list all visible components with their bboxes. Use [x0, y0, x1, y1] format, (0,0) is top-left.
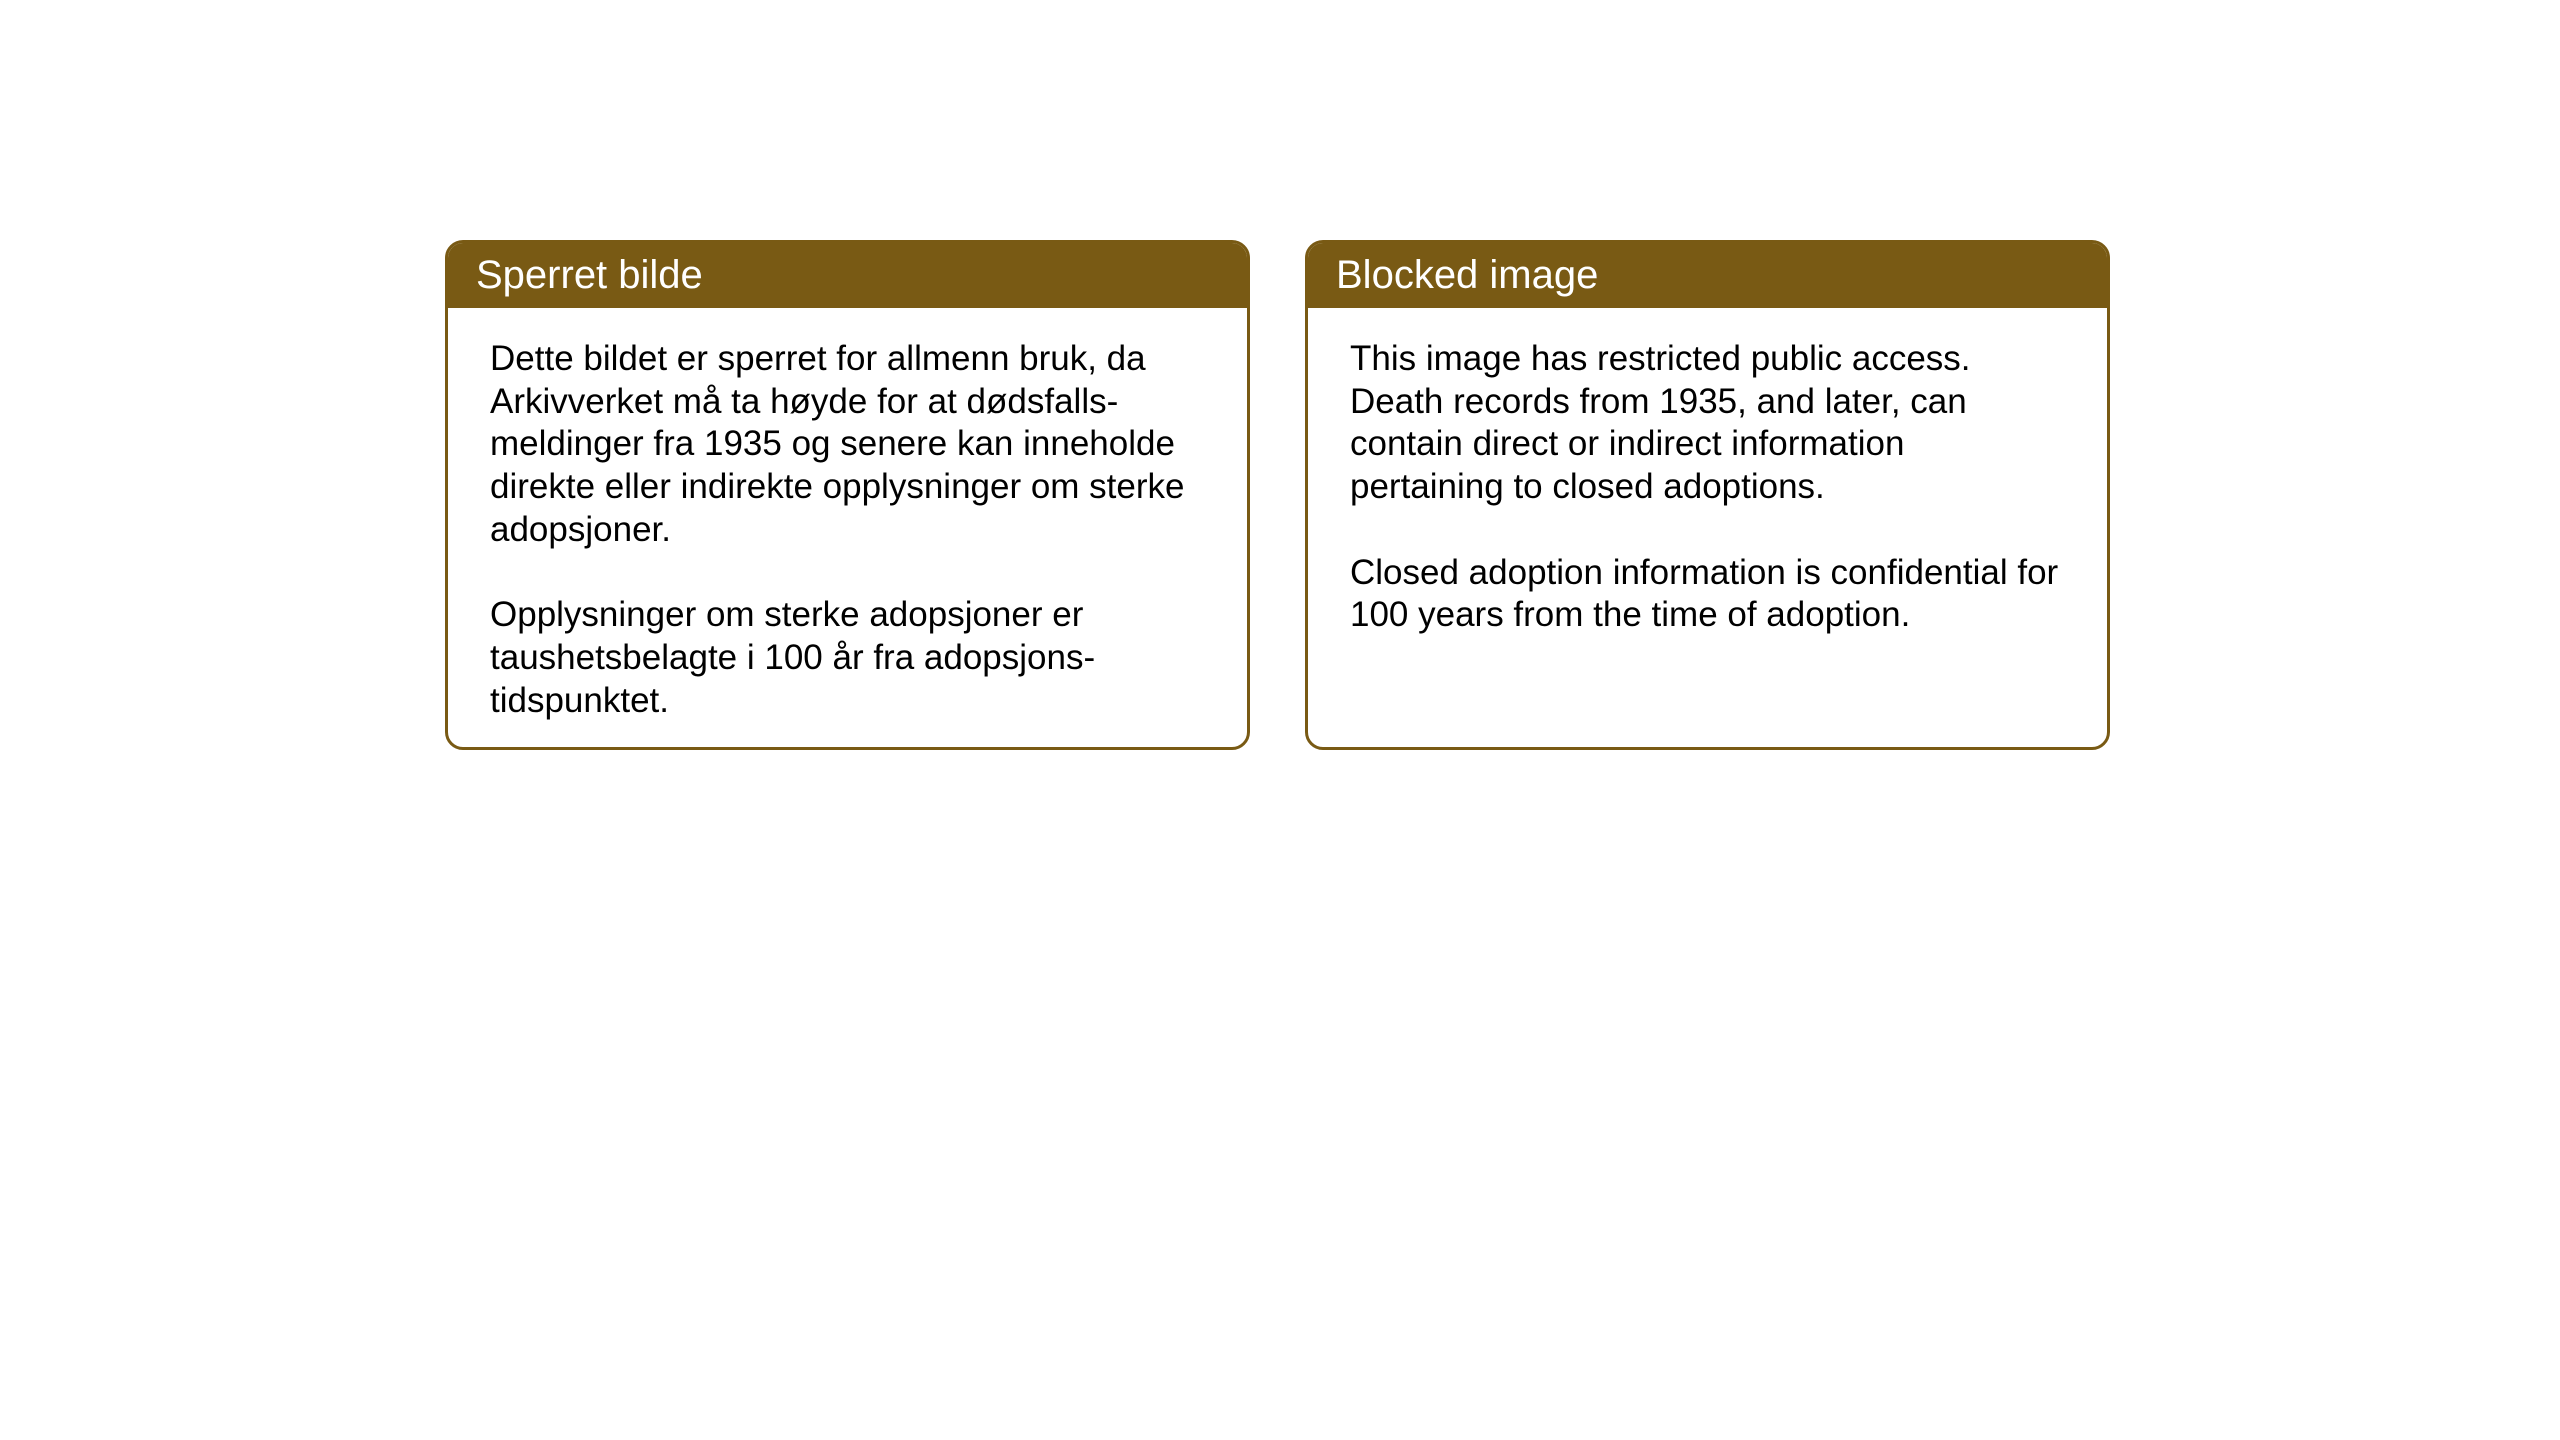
norwegian-card-title: Sperret bilde: [476, 253, 703, 297]
english-paragraph-1: This image has restricted public access.…: [1350, 338, 2065, 509]
info-cards-container: Sperret bilde Dette bildet er sperret fo…: [445, 240, 2110, 750]
english-card-title: Blocked image: [1336, 253, 1598, 297]
english-card-header: Blocked image: [1308, 243, 2107, 308]
norwegian-info-card: Sperret bilde Dette bildet er sperret fo…: [445, 240, 1250, 750]
norwegian-card-header: Sperret bilde: [448, 243, 1247, 308]
norwegian-paragraph-2: Opplysninger om sterke adopsjoner er tau…: [490, 594, 1205, 722]
english-card-body: This image has restricted public access.…: [1308, 308, 2107, 667]
english-paragraph-2: Closed adoption information is confident…: [1350, 552, 2065, 637]
norwegian-paragraph-1: Dette bildet er sperret for allmenn bruk…: [490, 338, 1205, 551]
norwegian-card-body: Dette bildet er sperret for allmenn bruk…: [448, 308, 1247, 750]
english-info-card: Blocked image This image has restricted …: [1305, 240, 2110, 750]
